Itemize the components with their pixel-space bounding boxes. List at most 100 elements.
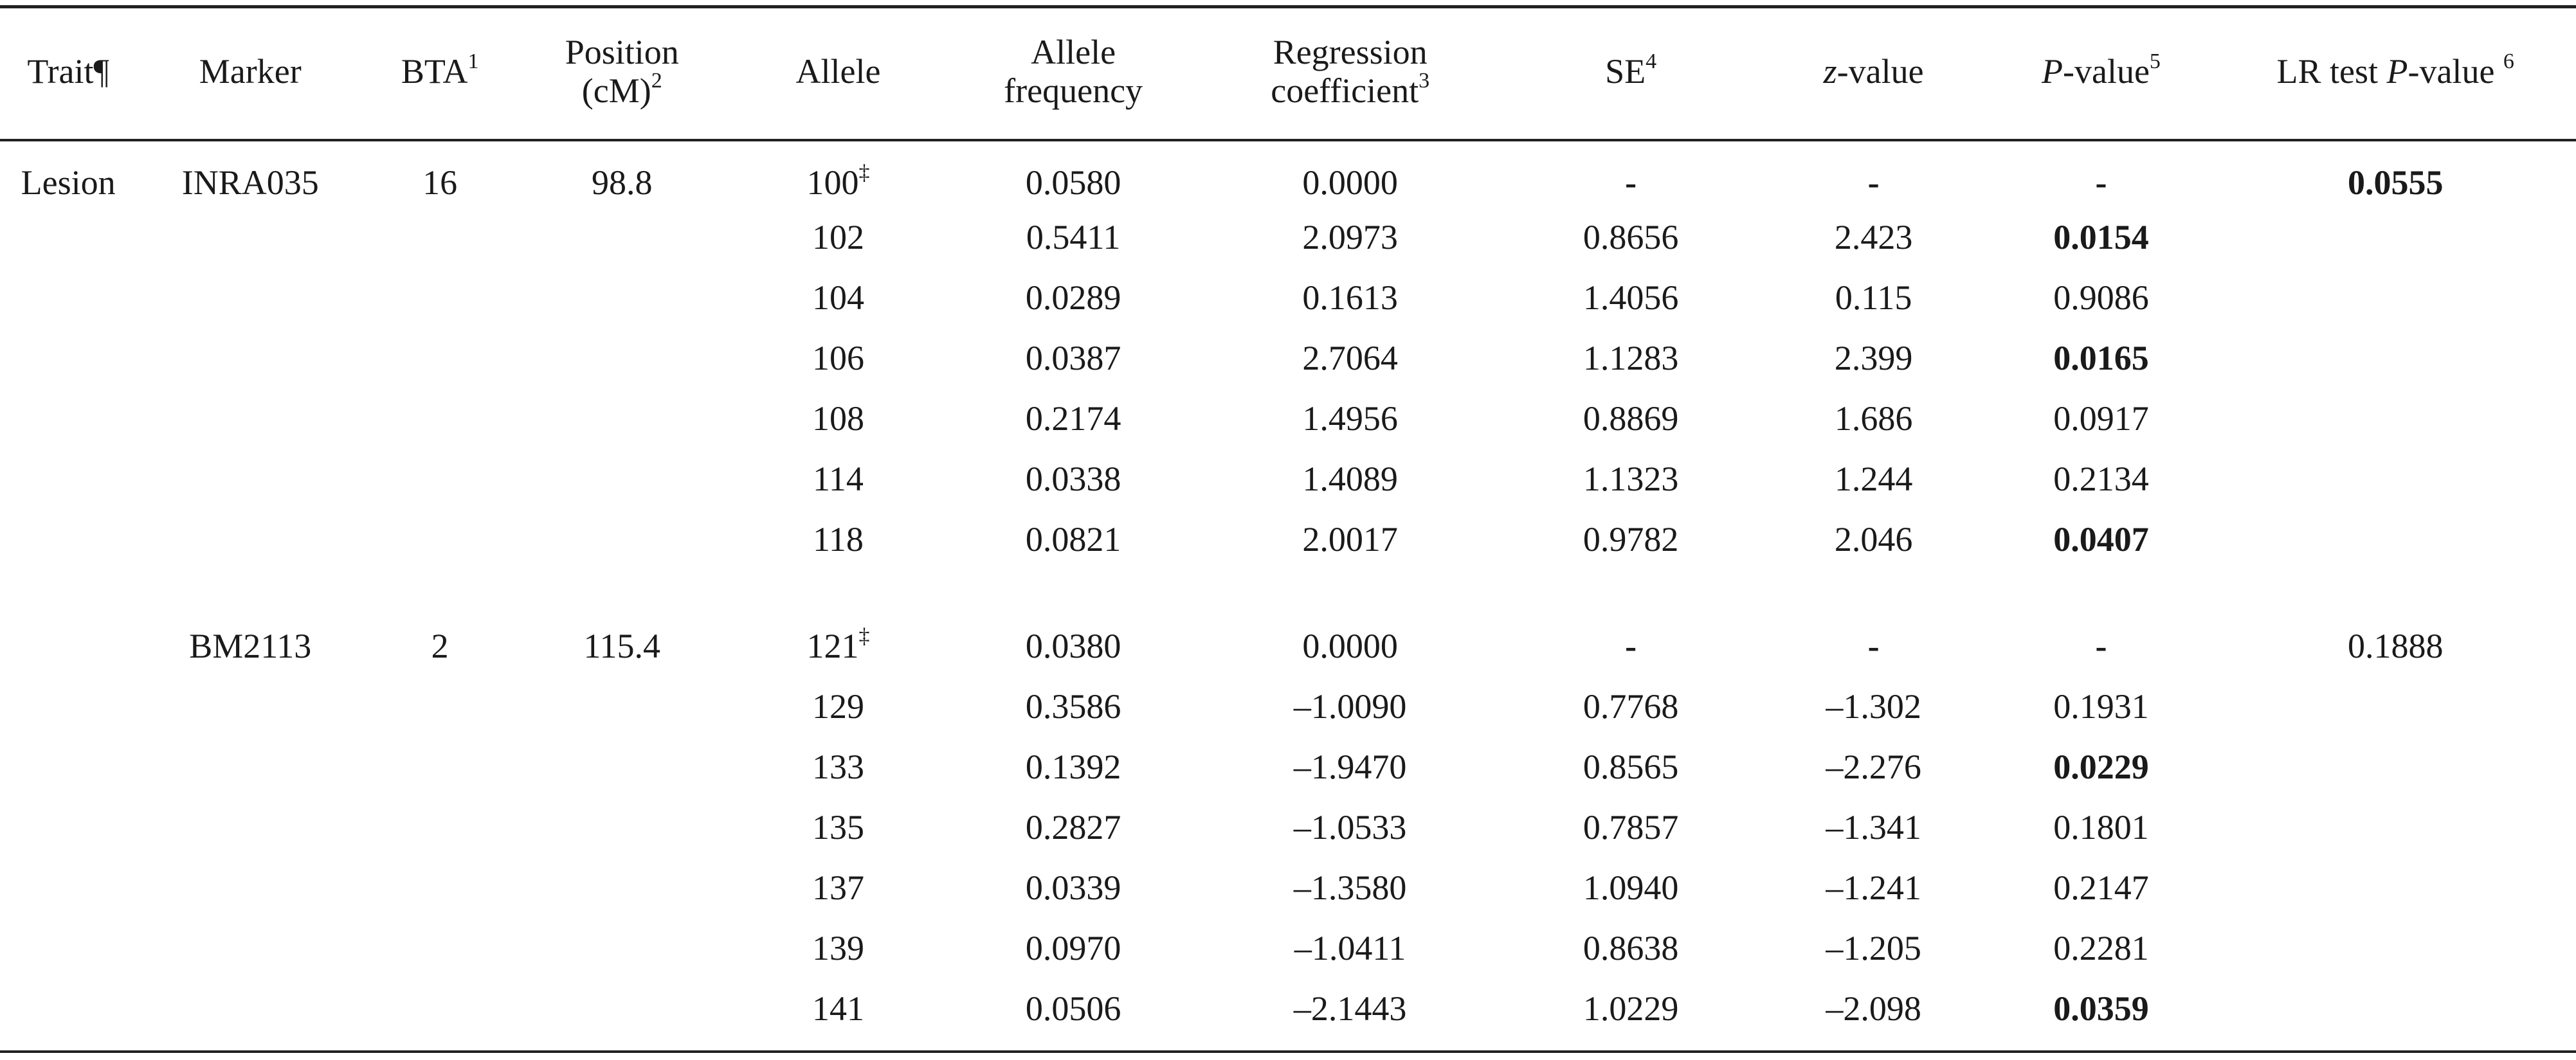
spacer-cell (0, 570, 136, 616)
bta-cell (364, 328, 516, 388)
spacer-cell (364, 570, 516, 616)
allele-cell: 129 (812, 687, 864, 726)
p-value-cell: 0.0154 (2053, 218, 2149, 256)
header-rule (0, 139, 2576, 141)
table-row: Lesion INRA035 16 98.8 100‡ 0.0580 0.0000 - - - 0.… (0, 143, 2576, 207)
bta-cell (364, 449, 516, 509)
allele-frequency-cell: 0.1392 (1025, 748, 1121, 786)
header-regression-coefficient: Regression coefficient3 (1271, 32, 1430, 110)
position-cell (516, 676, 728, 737)
marker-cell (136, 449, 364, 509)
se-cell: 0.8656 (1583, 218, 1679, 256)
se-cell: 1.0940 (1583, 868, 1679, 907)
regression-coefficient-cell: 1.4089 (1302, 460, 1398, 498)
bta-cell (364, 918, 516, 978)
trait-cell (0, 207, 136, 267)
allele-frequency-cell: 0.0580 (1025, 163, 1121, 202)
header-p-value: P-value5 (2042, 49, 2161, 91)
header-position: Position (cM)2 (565, 32, 679, 110)
reference-allele-mark: ‡ (858, 624, 870, 648)
se-cell: 0.8638 (1583, 929, 1679, 967)
allele-frequency-cell: 0.2827 (1025, 808, 1121, 847)
table-row: 135 0.2827 –1.0533 0.7857 –1.341 0.1801 (0, 797, 2576, 858)
allele-frequency-cell: 0.0506 (1025, 989, 1121, 1028)
allele-frequency-cell: 0.5411 (1026, 218, 1121, 256)
regression-coefficient-cell: 1.4956 (1302, 399, 1398, 438)
allele-frequency-cell: 0.0339 (1025, 868, 1121, 907)
p-value-cell: 0.9086 (2053, 278, 2149, 317)
regression-coefficient-cell: 0.0000 (1302, 627, 1398, 665)
allele-cell: 106 (812, 339, 864, 377)
regression-coefficient-cell: 0.1613 (1302, 278, 1398, 317)
trait-cell (0, 918, 136, 978)
se-cell: 1.1283 (1583, 339, 1679, 377)
header-z-value: z-value (1823, 51, 1924, 91)
lr-test-p-value-cell (2215, 797, 2576, 858)
table-row: BM2113 2 115.4 121‡ 0.0380 0.0000 - - - 0.1888 (0, 616, 2576, 676)
marker-cell: INRA035 (181, 163, 319, 202)
allele-frequency-cell: 0.2174 (1025, 399, 1121, 438)
allele-cell: 141 (812, 989, 864, 1028)
z-value-cell: 2.399 (1834, 339, 1913, 377)
se-cell: 1.4056 (1583, 278, 1679, 317)
z-value-cell: –2.098 (1826, 989, 1921, 1028)
allele-frequency-cell: 0.0387 (1025, 339, 1121, 377)
lr-test-p-value-cell (2215, 858, 2576, 918)
allele-cell: 135 (812, 808, 864, 847)
bta-cell (364, 858, 516, 918)
z-value-cell: –1.302 (1826, 687, 1921, 726)
regression-coefficient-cell: 2.7064 (1302, 339, 1398, 377)
position-cell (516, 797, 728, 858)
allele-cell: 104 (812, 278, 864, 317)
header-se: SE4 (1605, 49, 1657, 91)
lr-test-p-value-cell (2215, 509, 2576, 570)
position-cell (516, 388, 728, 449)
regression-coefficient-cell: –2.1443 (1293, 989, 1407, 1028)
se-cell: 1.1323 (1583, 460, 1679, 498)
trait-cell (0, 737, 136, 797)
bta-cell (364, 797, 516, 858)
trait-cell (0, 509, 136, 570)
spacer-cell (2215, 570, 2576, 616)
allele-frequency-cell: 0.0289 (1025, 278, 1121, 317)
z-value-cell: - (1867, 627, 1880, 665)
trait-cell (0, 978, 136, 1039)
lr-test-p-value-cell (2215, 918, 2576, 978)
lr-test-p-value-cell (2215, 328, 2576, 388)
table-row: 102 0.5411 2.0973 0.8656 2.423 0.0154 (0, 207, 2576, 267)
position-cell: 115.4 (583, 627, 661, 665)
position-cell (516, 918, 728, 978)
marker-cell (136, 737, 364, 797)
se-cell: 0.7857 (1583, 808, 1679, 847)
se-cell: 0.8565 (1583, 748, 1679, 786)
header-allele-frequency: Allele frequency (1004, 32, 1143, 110)
trait-cell (0, 328, 136, 388)
allele-cell: 137 (812, 868, 864, 907)
trait-cell (0, 388, 136, 449)
table-row: 114 0.0338 1.4089 1.1323 1.244 0.2134 (0, 449, 2576, 509)
position-cell (516, 858, 728, 918)
regression-coefficient-cell: –1.9470 (1293, 748, 1407, 786)
trait-cell (0, 797, 136, 858)
spacer-cell (728, 570, 948, 616)
p-value-cell: 0.0359 (2053, 989, 2149, 1028)
lr-test-p-value-cell (2215, 676, 2576, 737)
table-row: 129 0.3586 –1.0090 0.7768 –1.302 0.1931 (0, 676, 2576, 737)
allele-cell: 118 (812, 520, 864, 559)
position-cell (516, 207, 728, 267)
table-row: 139 0.0970 –1.0411 0.8638 –1.205 0.2281 (0, 918, 2576, 978)
trait-cell (0, 616, 136, 676)
bta-cell (364, 388, 516, 449)
trait-cell (0, 858, 136, 918)
z-value-cell: –1.205 (1826, 929, 1921, 967)
marker-cell (136, 328, 364, 388)
marker-cell (136, 388, 364, 449)
marker-cell (136, 918, 364, 978)
z-value-cell: –1.241 (1826, 868, 1921, 907)
spacer-cell (1502, 570, 1760, 616)
position-cell (516, 737, 728, 797)
z-value-cell: - (1867, 163, 1880, 202)
lr-test-p-value-cell (2215, 207, 2576, 267)
position-cell (516, 509, 728, 570)
